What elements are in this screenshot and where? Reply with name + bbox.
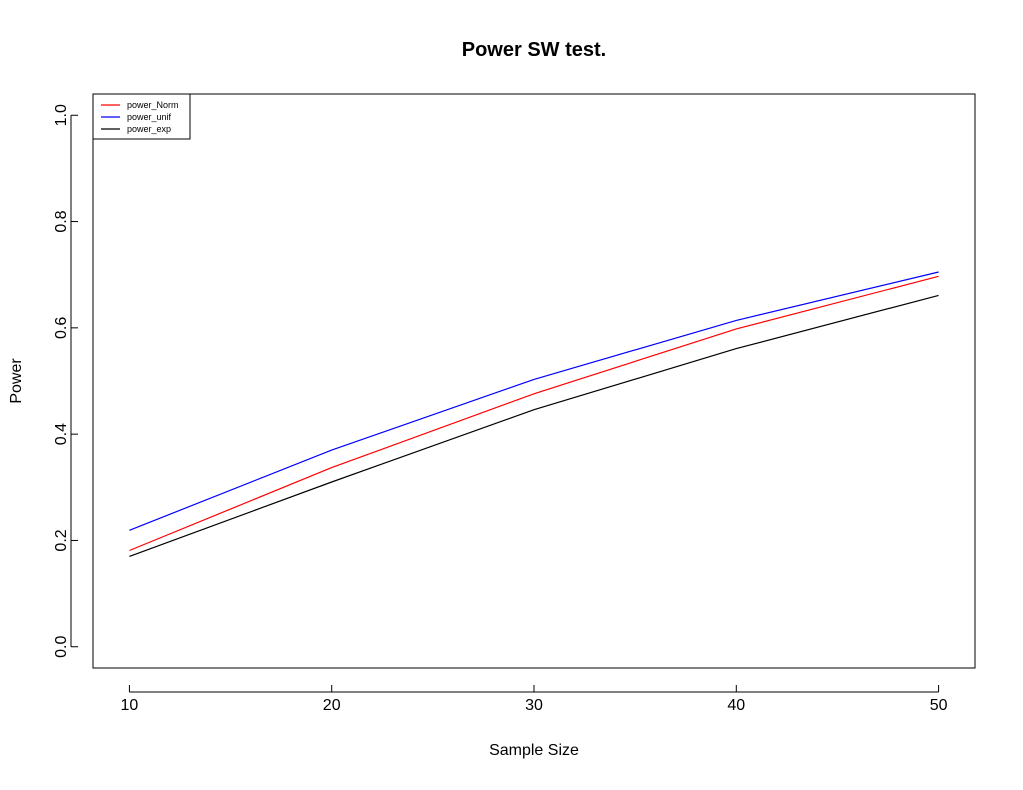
x-tick-label: 30 [525, 697, 543, 714]
legend-label: power_exp [127, 124, 171, 134]
x-tick-label: 10 [121, 697, 139, 714]
x-axis: 10 20 30 40 50 [121, 685, 948, 714]
y-tick-label: 0.8 [53, 210, 70, 232]
series-line-power_Norm [129, 275, 939, 552]
x-axis-label: Sample Size [489, 742, 579, 759]
legend: power_Norm power_unif power_exp [92, 93, 191, 140]
y-tick-label: 1.0 [53, 104, 70, 126]
series-line-power_unif [129, 271, 939, 531]
x-tick-label: 20 [323, 697, 341, 714]
chart-title: Power SW test. [462, 39, 606, 61]
y-axis-label: Power [8, 358, 25, 404]
y-axis: 0.0 0.2 0.4 0.6 0.8 1.0 [53, 104, 78, 658]
series-layer [129, 271, 939, 557]
legend-label: power_Norm [127, 100, 179, 110]
y-tick-label: 0.4 [53, 423, 70, 445]
y-tick-label: 0.2 [53, 529, 70, 551]
y-tick-label: 0.6 [53, 317, 70, 339]
series-line-power_exp [129, 294, 939, 557]
x-tick-label: 50 [930, 697, 948, 714]
x-tick-label: 40 [727, 697, 745, 714]
legend-label: power_unif [127, 112, 172, 122]
plot-area-border [92, 93, 976, 669]
y-tick-label: 0.0 [53, 636, 70, 658]
